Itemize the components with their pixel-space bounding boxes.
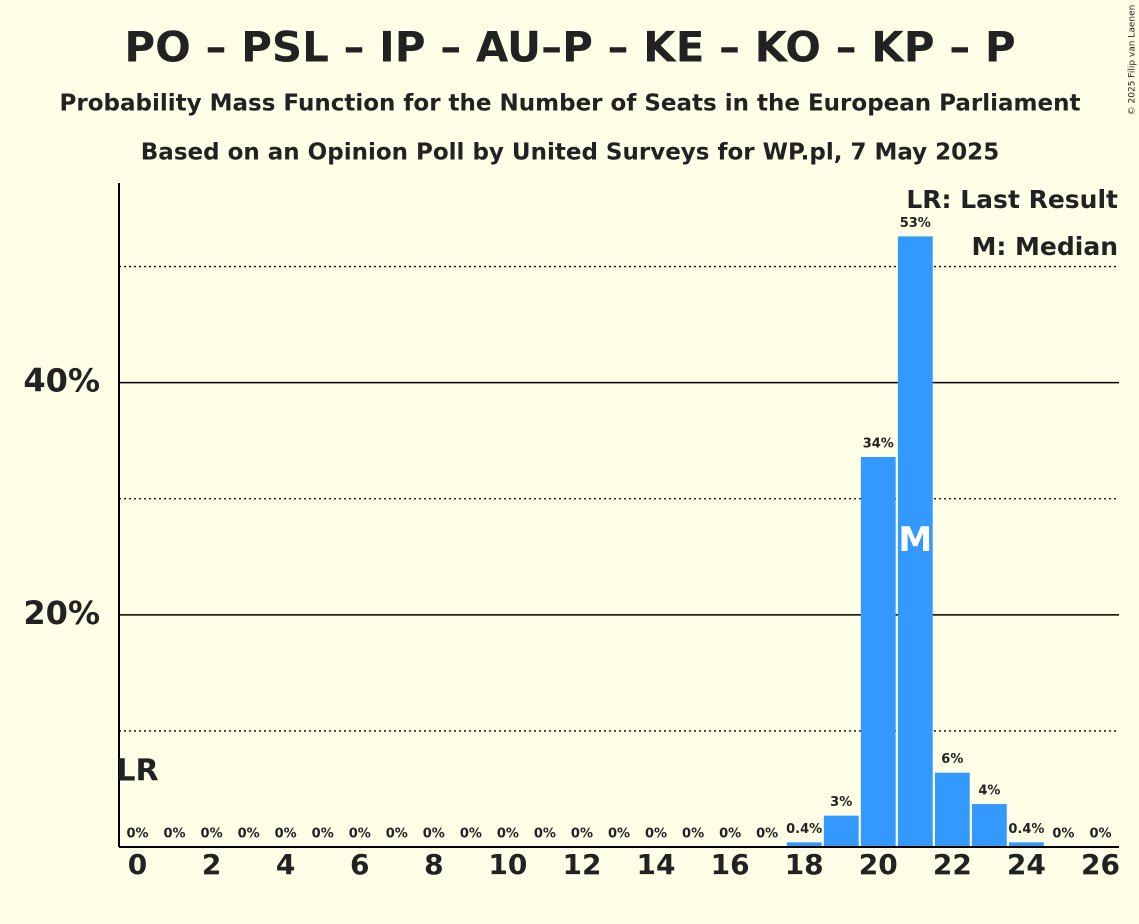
x-tick-label: 2 (202, 848, 221, 881)
value-label: 0% (1052, 827, 1074, 842)
chart-subtitle: Probability Mass Function for the Number… (60, 91, 1081, 117)
chart-subtitle: Based on an Opinion Poll by United Surve… (141, 140, 999, 166)
value-label: 0% (497, 827, 519, 842)
value-label: 34% (863, 436, 894, 451)
value-label: 0% (1089, 827, 1111, 842)
y-tick-label: 20% (23, 594, 100, 632)
value-label: 0% (571, 827, 593, 842)
median-marker: M (898, 520, 932, 560)
x-tick-label: 0 (128, 848, 147, 881)
value-label: 0% (275, 827, 297, 842)
value-label: 0% (349, 827, 371, 842)
x-tick-label: 24 (1007, 848, 1046, 881)
x-tick-label: 8 (424, 848, 443, 881)
value-label: 3% (830, 795, 852, 810)
value-label: 0.4% (1008, 822, 1044, 837)
value-label: 0% (756, 827, 778, 842)
bar (897, 236, 933, 847)
y-tick-label: 40% (23, 362, 100, 400)
value-label: 0% (386, 827, 408, 842)
bar (934, 772, 970, 847)
x-tick-label: 6 (350, 848, 369, 881)
legend-entry: M: Median (971, 232, 1118, 261)
x-tick-label: 16 (711, 848, 750, 881)
x-tick-label: 20 (859, 848, 898, 881)
bar (823, 815, 859, 847)
value-label: 4% (978, 784, 1000, 799)
copyright: © 2025 Filip van Laenen (1128, 5, 1138, 116)
value-label: 0% (126, 827, 148, 842)
last-result-marker: LR (116, 754, 158, 789)
x-tick-label: 26 (1081, 848, 1120, 881)
value-label: 0% (312, 827, 334, 842)
value-label: 0% (238, 827, 260, 842)
chart-title: PO – PSL – IP – AU–P – KE – KO – KP – P (124, 23, 1015, 72)
value-label: 0.4% (786, 822, 822, 837)
x-tick-label: 12 (562, 848, 601, 881)
x-tick-label: 10 (488, 848, 527, 881)
value-label: 0% (423, 827, 445, 842)
value-label: 0% (201, 827, 223, 842)
value-label: 0% (164, 827, 186, 842)
value-label: 0% (534, 827, 556, 842)
x-tick-label: 18 (785, 848, 824, 881)
x-tick-label: 22 (933, 848, 972, 881)
value-label: 0% (460, 827, 482, 842)
legend-entry: LR: Last Result (906, 185, 1118, 214)
bar (971, 804, 1007, 847)
value-label: 0% (608, 827, 630, 842)
x-tick-label: 14 (637, 848, 676, 881)
value-label: 0% (719, 827, 741, 842)
value-label: 53% (900, 216, 931, 231)
bar (1009, 842, 1044, 847)
value-label: 0% (682, 827, 704, 842)
bar (860, 456, 896, 847)
x-tick-label: 4 (276, 848, 295, 881)
value-label: 6% (941, 752, 963, 767)
value-label: 0% (645, 827, 667, 842)
bar (786, 842, 822, 847)
